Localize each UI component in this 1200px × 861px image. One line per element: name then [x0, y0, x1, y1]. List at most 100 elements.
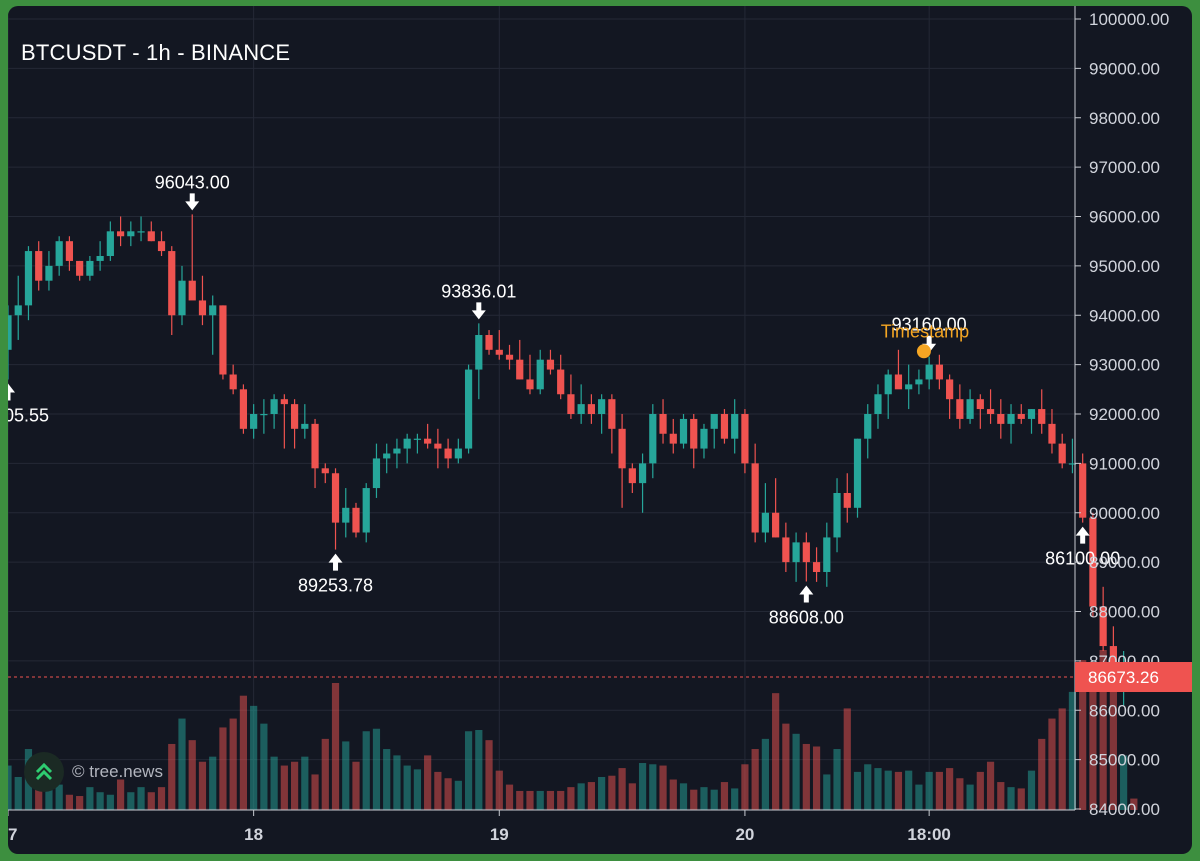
volume-bar — [669, 779, 677, 810]
candle — [649, 404, 657, 479]
candle — [751, 443, 759, 543]
current-price-badge: 86673.26 — [1075, 662, 1192, 693]
candle — [1079, 453, 1087, 523]
candle-body — [485, 335, 493, 350]
candle-body — [546, 359, 555, 370]
volume-bar — [925, 771, 933, 810]
candle — [475, 323, 483, 400]
volume-bar — [751, 749, 759, 810]
candle-body — [35, 251, 43, 281]
candle-body — [475, 335, 483, 370]
arrow-down-icon — [922, 335, 937, 353]
candle — [301, 404, 309, 439]
volume-bar — [905, 770, 913, 810]
candle — [45, 251, 53, 291]
candle — [976, 394, 984, 429]
candle — [147, 221, 155, 242]
candle-body — [649, 414, 657, 464]
candle — [823, 522, 831, 587]
candle-body — [209, 305, 217, 316]
candle-body — [127, 231, 135, 237]
volume-bar — [812, 746, 821, 810]
volume-bar — [352, 761, 360, 810]
volume-bar — [8, 765, 12, 810]
candle-body — [1099, 606, 1107, 647]
y-tick-label: 93000.00 — [1089, 356, 1160, 375]
chart-frame: 05.55 96043.00 89253.78 93836.01 88608.00 931… — [8, 6, 1192, 854]
volume-bar — [45, 773, 53, 810]
volume-bar — [55, 784, 63, 810]
candle-body — [608, 399, 616, 429]
candle — [915, 369, 923, 395]
candle-body — [229, 374, 237, 390]
candle-body — [444, 448, 452, 459]
candle — [485, 330, 493, 355]
y-tick-label: 100000.00 — [1089, 10, 1169, 29]
candle-body — [976, 399, 984, 410]
volume-bar — [1058, 708, 1066, 810]
volume-bar — [1038, 738, 1046, 810]
candle-body — [946, 379, 954, 400]
volume-bar — [679, 783, 688, 810]
candle — [331, 468, 340, 550]
volume-bar — [966, 784, 974, 810]
y-tick-label: 99000.00 — [1089, 59, 1160, 78]
candlestick-chart[interactable]: 05.55 96043.00 89253.78 93836.01 88608.00 931… — [8, 6, 1192, 854]
candle-body — [669, 433, 677, 444]
brand[interactable]: © tree.news — [24, 752, 163, 792]
arrow-up-icon — [799, 585, 814, 603]
y-axis-ticks: 100000.00 99000.00 98000.00 97000.00 96000.0… — [1075, 10, 1169, 819]
candle-body — [250, 414, 258, 429]
candle — [168, 246, 176, 335]
arrow-down-icon — [185, 193, 200, 211]
candle — [454, 438, 462, 464]
candle-body — [526, 379, 534, 390]
candle-body — [905, 384, 913, 390]
volume-bar — [516, 790, 524, 810]
candle — [280, 394, 288, 449]
candle — [792, 532, 800, 582]
candle — [321, 463, 329, 484]
volume-bar — [485, 740, 493, 810]
volume-bar — [608, 775, 616, 810]
volume-bar — [96, 792, 104, 810]
volume-bar — [935, 771, 943, 810]
volume-bar — [403, 765, 411, 810]
candle — [219, 305, 227, 380]
candle — [1068, 438, 1077, 474]
candle — [618, 414, 626, 508]
volume-bar — [720, 782, 729, 810]
volume-bar — [1027, 770, 1036, 810]
candle — [638, 453, 647, 513]
volume-bar — [1130, 798, 1138, 810]
volume-bar — [1007, 787, 1015, 810]
volume-bar — [1109, 689, 1117, 810]
volume-bar — [833, 749, 841, 810]
candle-body — [812, 562, 821, 572]
volume-bar — [618, 768, 626, 810]
y-tick-label: 94000.00 — [1089, 306, 1160, 325]
candle-body — [137, 231, 145, 233]
volume-bar — [157, 787, 166, 810]
candle-body — [178, 280, 186, 316]
volume-bar — [874, 768, 882, 810]
y-tick-label: 90000.00 — [1089, 504, 1160, 523]
candle-body — [362, 488, 370, 533]
candle — [720, 409, 729, 444]
annotation-label: 86100.00 — [1045, 549, 1120, 569]
volume-bar — [628, 783, 636, 810]
candle — [669, 418, 677, 454]
candle — [209, 295, 217, 355]
candle-body — [874, 394, 882, 414]
candle-body — [495, 349, 503, 355]
arrow-up-icon — [1075, 526, 1090, 544]
volume-bar — [997, 782, 1005, 810]
candle — [1038, 389, 1046, 434]
candle-body — [638, 463, 647, 484]
volume-bar — [424, 755, 432, 810]
candle — [505, 344, 514, 370]
candle-body — [997, 414, 1005, 424]
volume-bar — [127, 792, 135, 810]
candle-body — [628, 468, 636, 484]
candle-body — [424, 438, 432, 444]
